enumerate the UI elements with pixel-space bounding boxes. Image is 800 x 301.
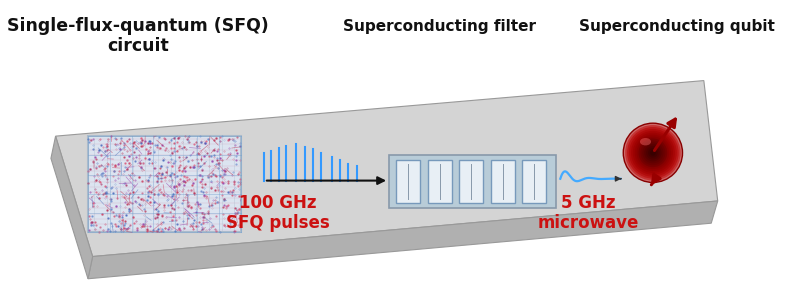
FancyBboxPatch shape	[396, 160, 421, 203]
FancyBboxPatch shape	[428, 160, 452, 203]
Text: Superconducting qubit: Superconducting qubit	[579, 20, 774, 34]
FancyBboxPatch shape	[491, 160, 515, 203]
Circle shape	[623, 123, 682, 182]
Circle shape	[644, 144, 662, 162]
FancyBboxPatch shape	[459, 160, 483, 203]
Polygon shape	[389, 155, 556, 208]
Circle shape	[642, 142, 663, 163]
Circle shape	[631, 131, 675, 175]
Text: Superconducting filter: Superconducting filter	[342, 20, 536, 34]
Circle shape	[634, 135, 671, 171]
Text: Single-flux-quantum (SFQ)
circuit: Single-flux-quantum (SFQ) circuit	[7, 17, 269, 55]
FancyBboxPatch shape	[522, 160, 546, 203]
Polygon shape	[88, 201, 718, 279]
Circle shape	[638, 138, 667, 167]
Circle shape	[646, 146, 660, 160]
Ellipse shape	[640, 138, 651, 145]
Circle shape	[627, 127, 678, 178]
Circle shape	[629, 129, 677, 177]
Text: 5 GHz
microwave: 5 GHz microwave	[538, 194, 638, 232]
Circle shape	[641, 140, 666, 165]
Polygon shape	[51, 136, 93, 279]
Circle shape	[650, 150, 656, 156]
Circle shape	[633, 133, 673, 173]
Text: 100 GHz
SFQ pulses: 100 GHz SFQ pulses	[226, 194, 330, 232]
Circle shape	[637, 137, 669, 169]
Polygon shape	[88, 136, 241, 232]
Circle shape	[625, 125, 681, 181]
Polygon shape	[55, 81, 718, 256]
Circle shape	[648, 148, 658, 158]
